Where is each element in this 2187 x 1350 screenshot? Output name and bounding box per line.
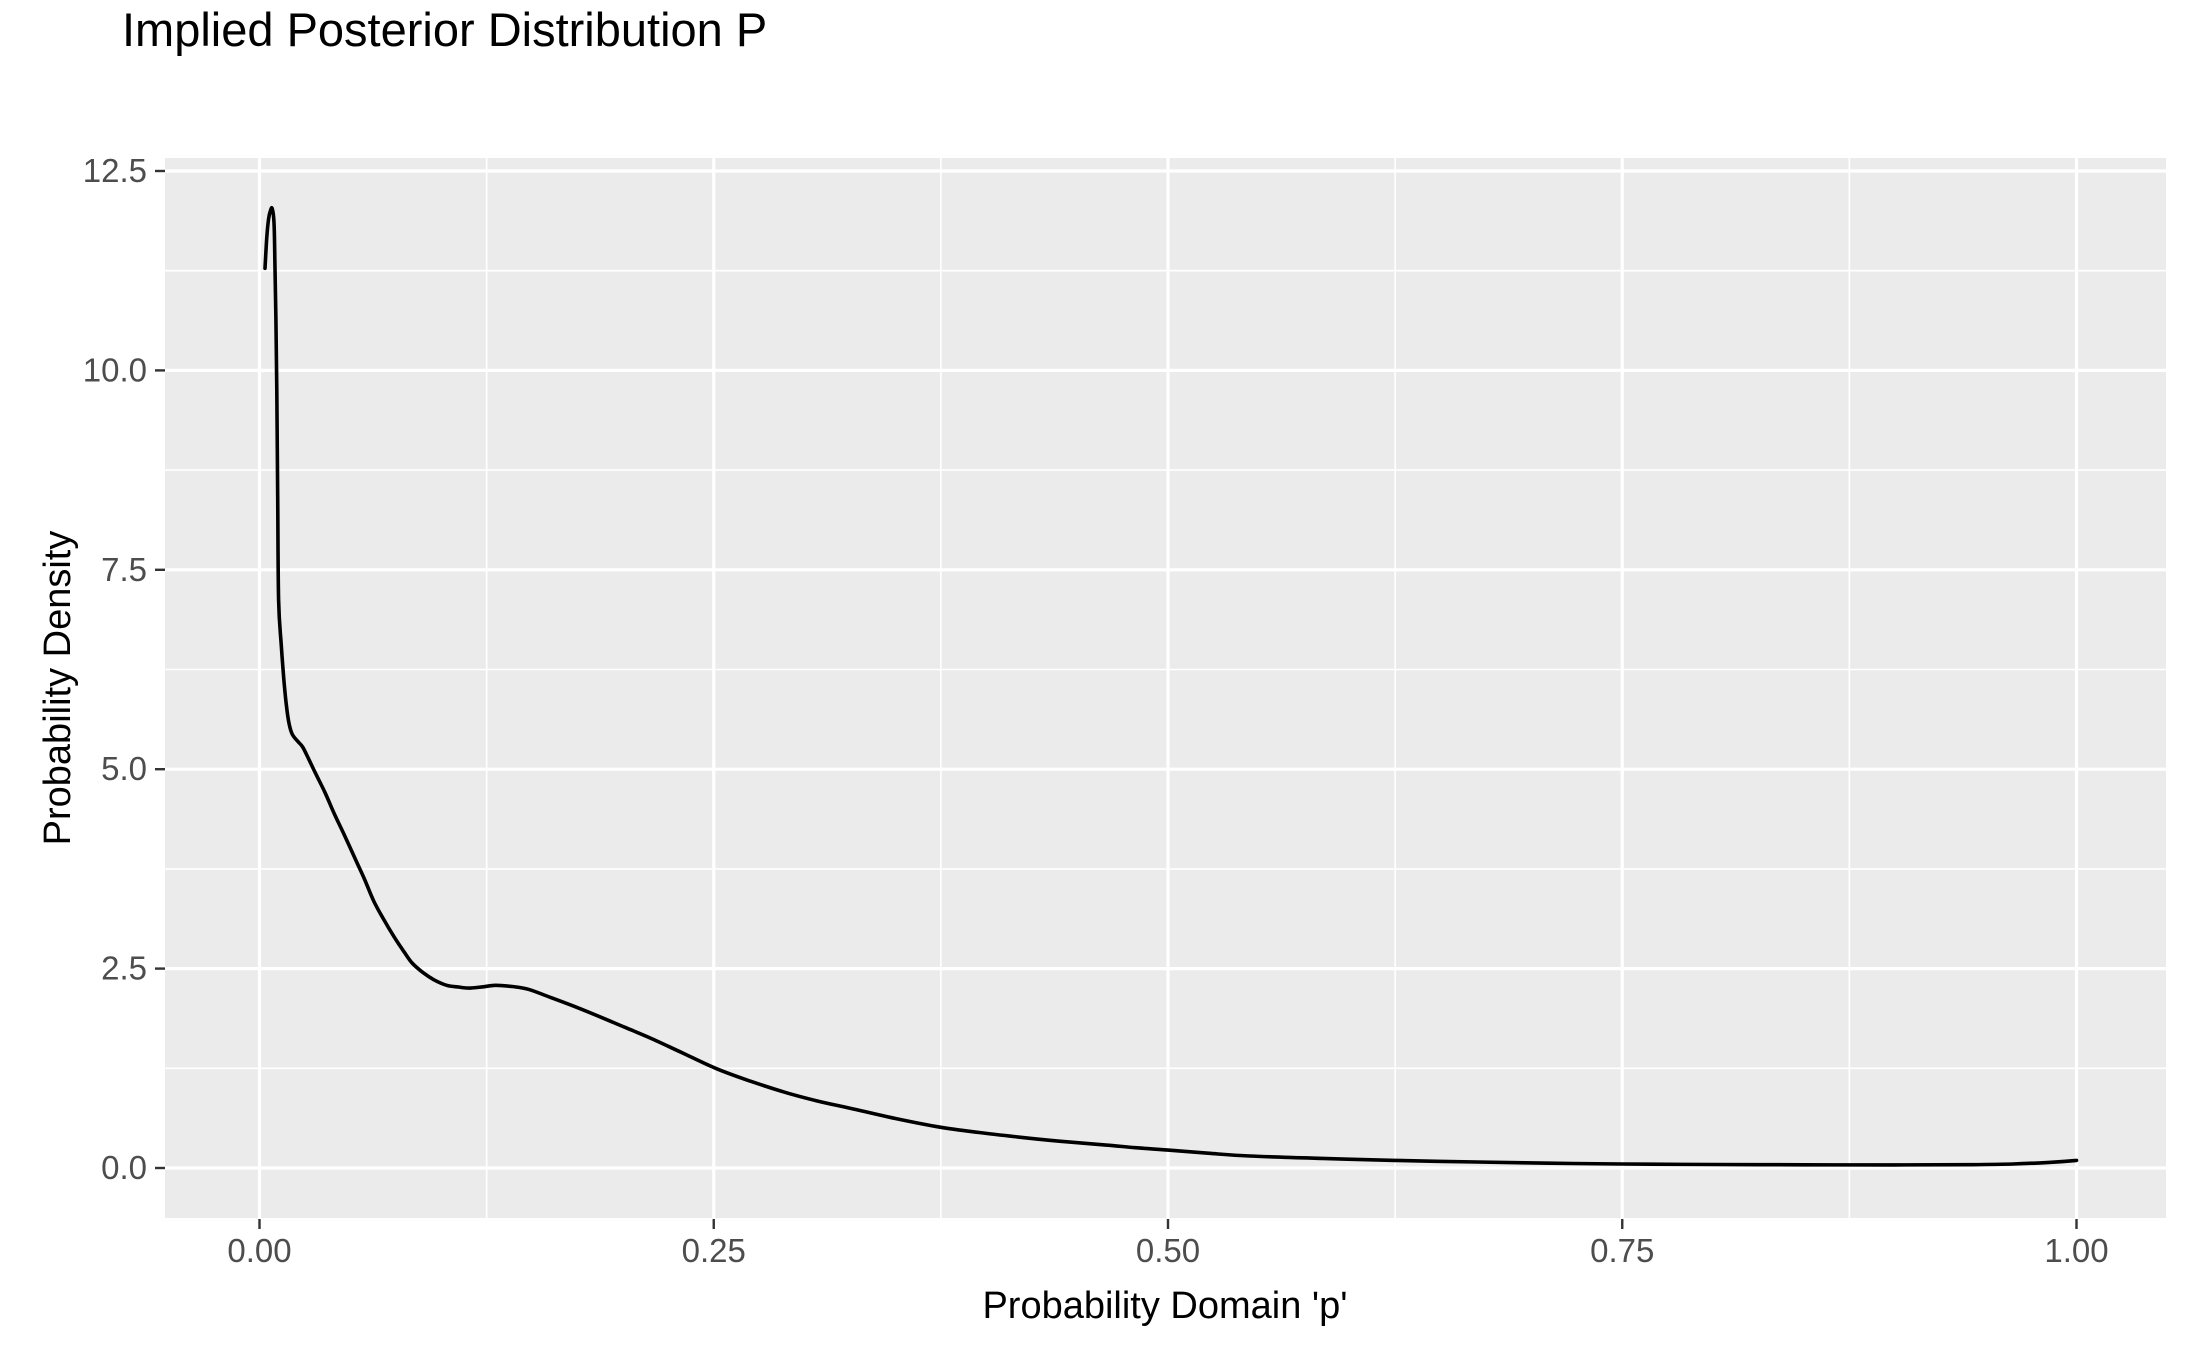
x-tick-label: 1.00 (2044, 1232, 2108, 1269)
x-axis-title: Probability Domain 'p' (982, 1285, 1347, 1327)
x-tick-label: 0.75 (1590, 1232, 1654, 1269)
major-gridlines (165, 158, 2166, 1218)
y-tick-label: 10.0 (83, 351, 147, 388)
y-tick-label: 5.0 (101, 750, 147, 787)
chart-title: Implied Posterior Distribution P (122, 3, 767, 56)
axis-tick-marks (155, 169, 2078, 1229)
y-axis-title: Probability Density (37, 531, 79, 846)
y-tick-label: 12.5 (83, 152, 147, 189)
x-tick-label: 0.50 (1136, 1232, 1200, 1269)
density-curve-layer (263, 205, 2079, 1167)
x-tick-label: 0.00 (227, 1232, 291, 1269)
y-tick-label: 0.0 (101, 1149, 147, 1186)
y-tick-label: 7.5 (101, 551, 147, 588)
minor-gridlines (165, 158, 2166, 1218)
posterior-density-curve (263, 205, 2079, 1167)
x-tick-label: 0.25 (682, 1232, 746, 1269)
y-tick-label: 2.5 (101, 950, 147, 987)
plot-panel-background (165, 158, 2166, 1218)
axis-tick-labels: 0.00 0.25 0.50 0.75 1.00 0.0 2.5 5.0 7.5 10.0 12.5 (83, 152, 2109, 1269)
